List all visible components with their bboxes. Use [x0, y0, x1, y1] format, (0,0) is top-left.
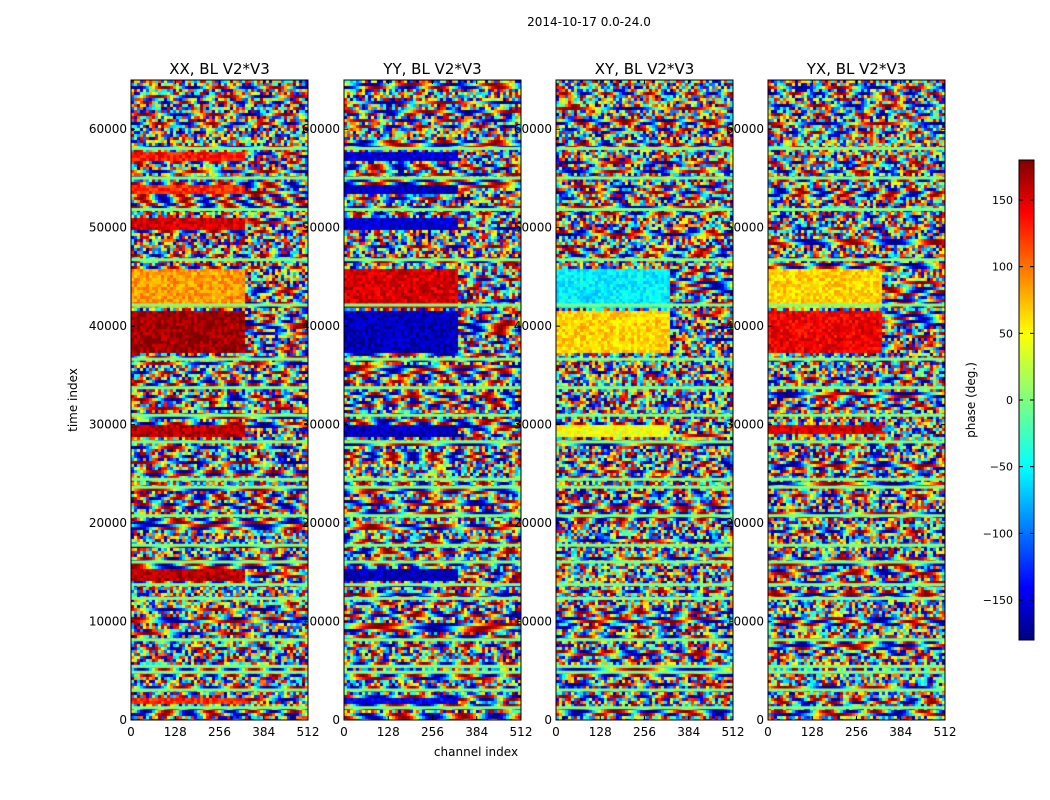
y-tick-label: 20000: [726, 516, 764, 530]
x-tick-label: 0: [552, 725, 560, 739]
panel-title-xy: XY, BL V2*V3: [595, 60, 695, 78]
y-tick-label: 0: [332, 713, 340, 727]
y-tick-label: 40000: [726, 319, 764, 333]
x-tick-label: 512: [722, 725, 745, 739]
panel-title-yx: YX, BL V2*V3: [806, 60, 907, 78]
x-tick-label: 512: [934, 725, 957, 739]
x-tick-label: 128: [377, 725, 400, 739]
y-tick-label: 50000: [514, 221, 552, 235]
panel-title-xx: XX, BL V2*V3: [169, 60, 270, 78]
y-tick-label: 10000: [726, 615, 764, 629]
x-tick-label: 384: [252, 725, 275, 739]
panel-yy: YY, BL V2*V3 0 128 256 384 512 0 10000 20000 3000…: [302, 60, 533, 739]
panels: XX, BL V2*V3 0 128 256 384 512 0 10000 20000 3000…: [89, 60, 957, 739]
x-tick-label: 256: [633, 725, 656, 739]
x-tick-label: 0: [127, 725, 135, 739]
x-tick-label: 512: [510, 725, 533, 739]
x-tick-label: 256: [845, 725, 868, 739]
colorbar-label: phase (deg.): [964, 362, 978, 438]
y-tick-label: 60000: [89, 122, 127, 136]
y-tick-label: 50000: [726, 221, 764, 235]
heatmap-xx: [131, 80, 308, 720]
y-tick-label: 20000: [302, 516, 340, 530]
x-tick-label: 256: [208, 725, 231, 739]
panel-title-yy: YY, BL V2*V3: [382, 60, 481, 78]
colorbar-tick-label: 150: [992, 194, 1013, 207]
y-tick-label: 30000: [726, 418, 764, 432]
heatmap-yy: [344, 80, 521, 720]
y-tick-label: 20000: [89, 516, 127, 530]
y-tick-label: 50000: [89, 221, 127, 235]
x-tick-label: 256: [421, 725, 444, 739]
y-tick-label: 0: [756, 713, 764, 727]
y-tick-label: 10000: [89, 615, 127, 629]
y-tick-label: 10000: [302, 615, 340, 629]
x-tick-label: 384: [677, 725, 700, 739]
y-tick-label: 60000: [726, 122, 764, 136]
y-tick-label: 40000: [514, 319, 552, 333]
y-tick-label: 30000: [89, 418, 127, 432]
y-tick-label: 30000: [302, 418, 340, 432]
figure-title: 2014-10-17 0.0-24.0: [527, 15, 651, 29]
heatmap-yx: [768, 80, 945, 720]
x-tick-label: 128: [589, 725, 612, 739]
panel-xy: XY, BL V2*V3 0 128 256 384 512 0 10000 20000 3000…: [514, 60, 745, 739]
panel-yx: YX, BL V2*V3 0 128 256 384 512 0 10000 20000 3000…: [726, 60, 957, 739]
y-axis-label: time index: [66, 368, 80, 432]
colorbar-tick-label: 100: [992, 261, 1013, 274]
colorbar-tick-label: 50: [999, 327, 1013, 340]
colorbar-tick-label: −50: [990, 461, 1013, 474]
y-tick-label: 60000: [514, 122, 552, 136]
y-tick-label: 30000: [514, 418, 552, 432]
panel-xx: XX, BL V2*V3 0 128 256 384 512 0 10000 20000 3000…: [89, 60, 320, 739]
colorbar: −150 −100 −50 0 50 100 150: [983, 159, 1035, 641]
y-tick-label: 40000: [89, 319, 127, 333]
y-tick-label: 60000: [302, 122, 340, 136]
x-axis-label: channel index: [434, 745, 518, 759]
x-tick-label: 384: [889, 725, 912, 739]
y-tick-label: 0: [544, 713, 552, 727]
heatmap-xy: [556, 80, 733, 720]
y-tick-label: 50000: [302, 221, 340, 235]
x-tick-label: 0: [340, 725, 348, 739]
x-tick-label: 512: [297, 725, 320, 739]
y-tick-label: 10000: [514, 615, 552, 629]
colorbar-tick-label: −100: [983, 527, 1013, 540]
x-tick-label: 128: [164, 725, 187, 739]
y-tick-label: 40000: [302, 319, 340, 333]
y-tick-label: 20000: [514, 516, 552, 530]
x-tick-label: 128: [801, 725, 824, 739]
y-tick-label: 0: [119, 713, 127, 727]
colorbar-tick-label: 0: [1006, 394, 1013, 407]
colorbar-tick-label: −150: [983, 594, 1013, 607]
x-tick-label: 0: [764, 725, 772, 739]
x-tick-label: 384: [465, 725, 488, 739]
